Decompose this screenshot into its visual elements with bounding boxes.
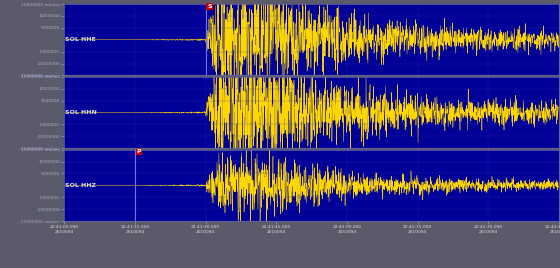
Text: SOL HHE: SOL HHE: [66, 37, 96, 42]
Text: SOL HHN: SOL HHN: [66, 110, 97, 115]
Text: P: P: [137, 149, 141, 154]
Text: SOL HHZ: SOL HHZ: [66, 183, 96, 188]
Text: S: S: [207, 3, 212, 9]
